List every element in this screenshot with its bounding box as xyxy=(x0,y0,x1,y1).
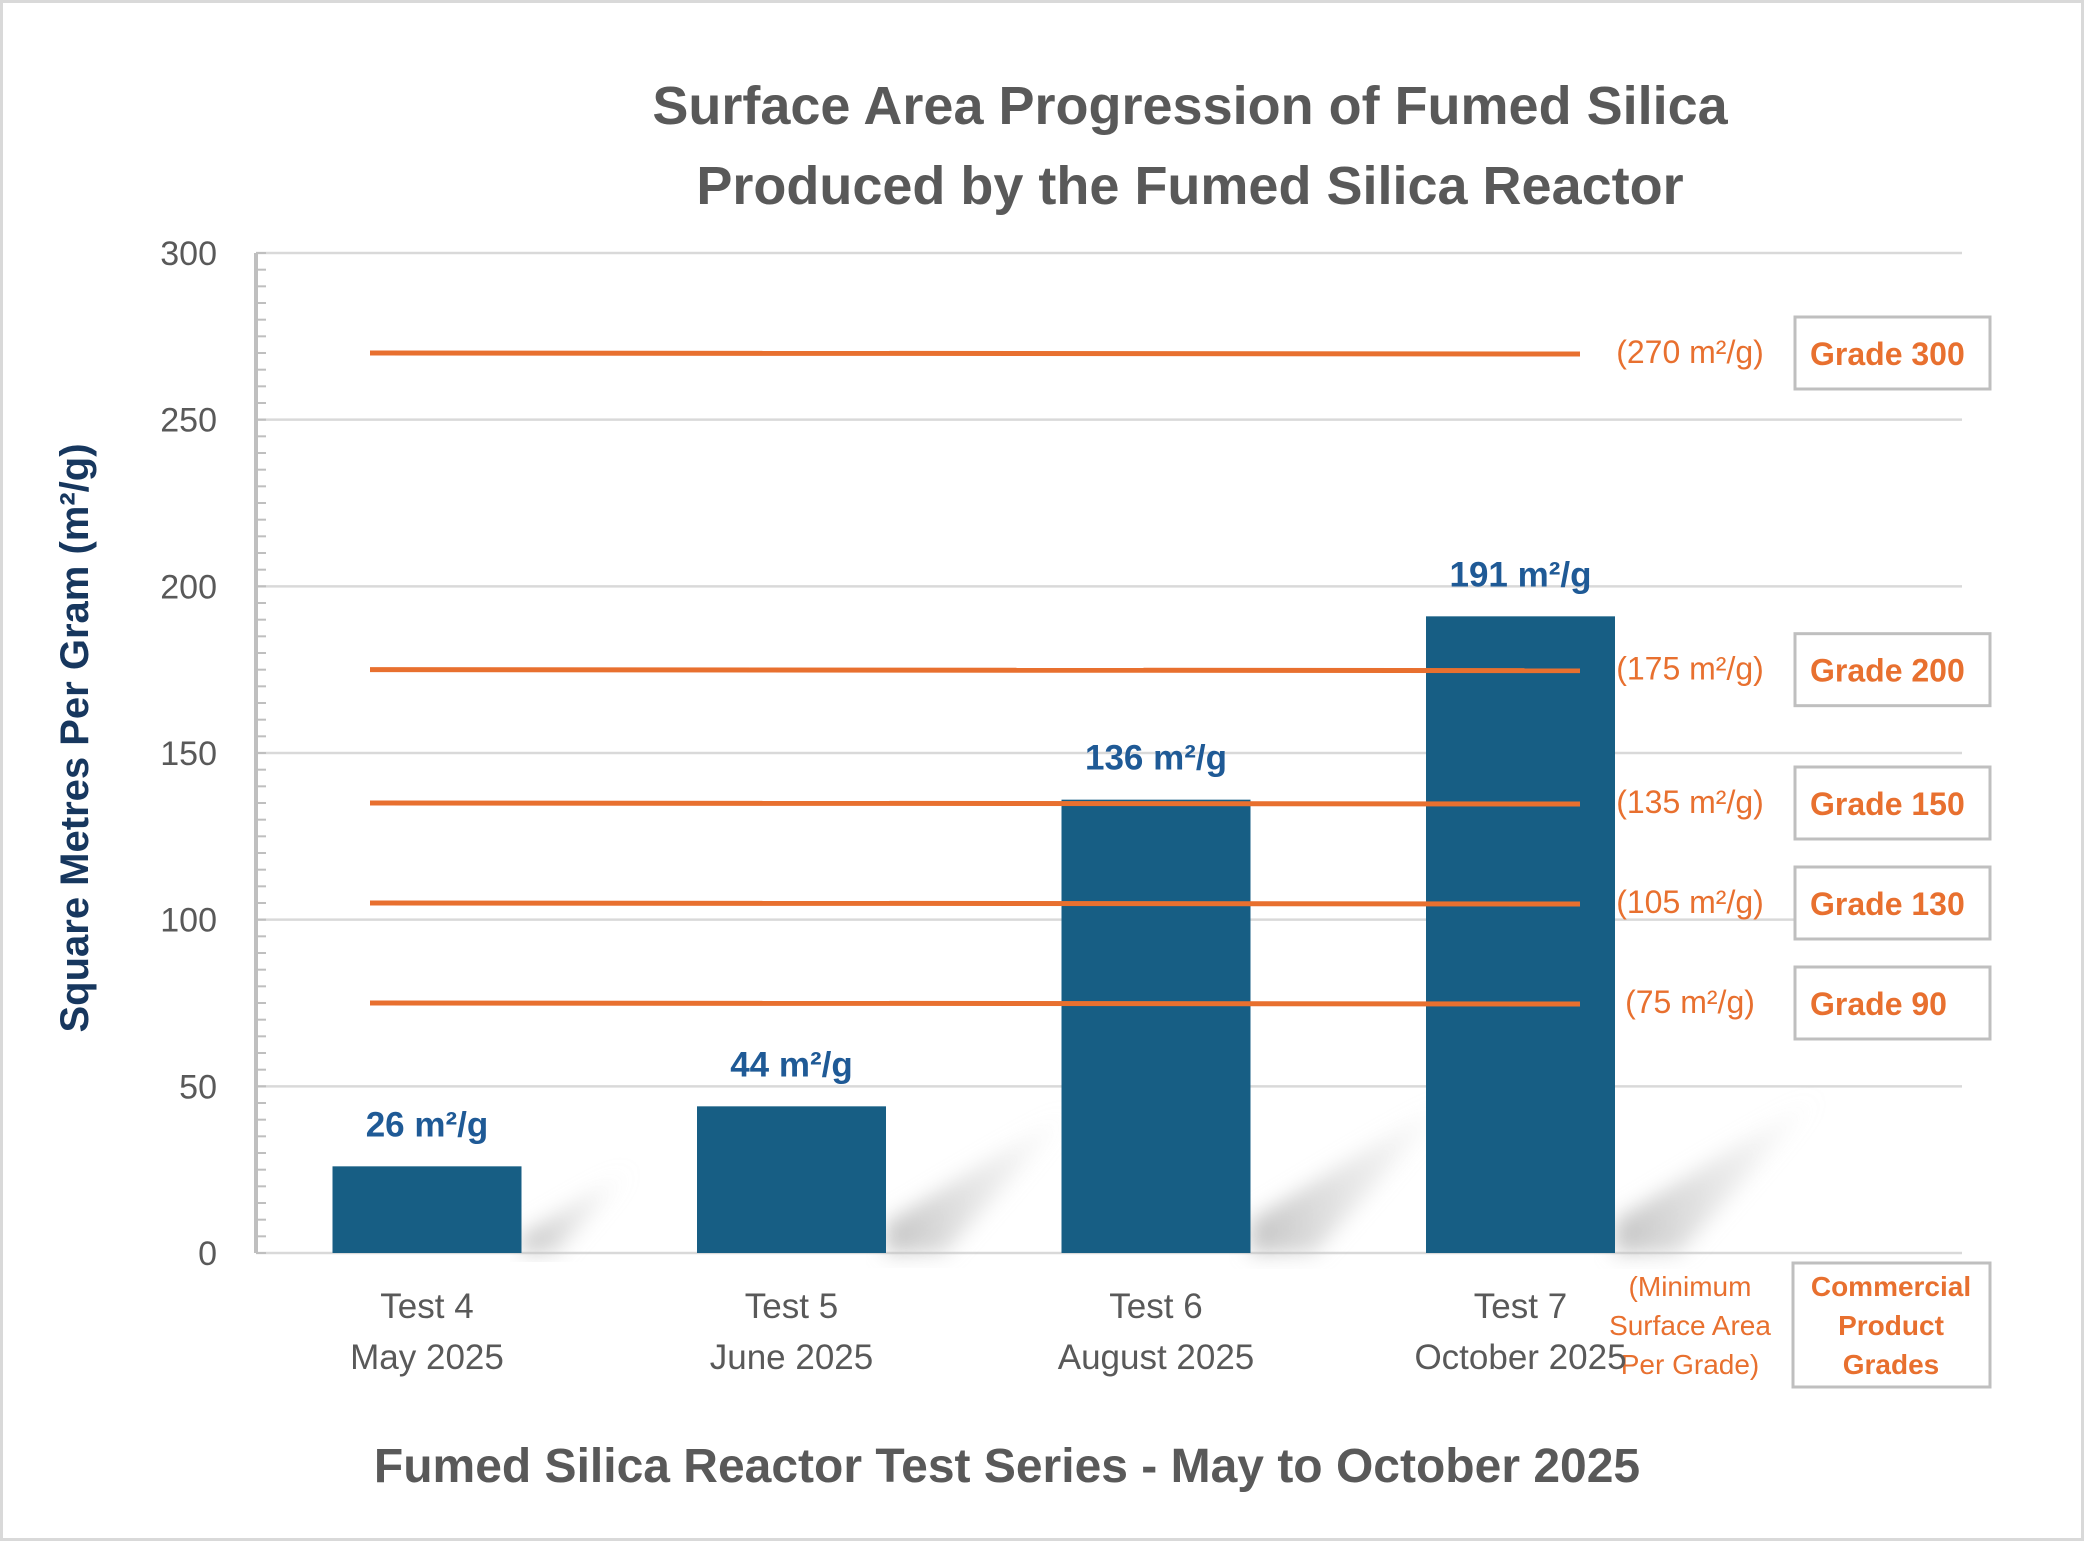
bar xyxy=(1061,799,1251,1253)
data-label: 26 m²/g xyxy=(366,1105,489,1144)
reference-line xyxy=(369,900,1581,907)
x-tick-label: August 2025 xyxy=(1058,1338,1255,1377)
x-tick-label: Test 6 xyxy=(1109,1287,1202,1326)
reference-label: (105 m²/g) xyxy=(1616,884,1764,920)
reference-line xyxy=(369,350,1581,357)
x-tick-label: Test 7 xyxy=(1474,1287,1567,1326)
bar xyxy=(332,1166,522,1253)
chart-title-line-1: Surface Area Progression of Fumed Silica xyxy=(652,76,1728,136)
reference-line xyxy=(369,1000,1581,1007)
data-label: 136 m²/g xyxy=(1085,739,1227,778)
reference-line xyxy=(369,800,1581,807)
bar xyxy=(697,1106,886,1253)
reference-label: (75 m²/g) xyxy=(1625,984,1755,1020)
y-tick-label: 150 xyxy=(160,735,217,773)
grade-caption: Grades xyxy=(1843,1349,1940,1380)
data-label: 44 m²/g xyxy=(730,1045,853,1084)
data-label: 191 m²/g xyxy=(1450,555,1592,594)
bar xyxy=(1426,616,1615,1253)
reference-lines: (270 m²/g) Grade 300 (175 m²/g) Grade 200 (1… xyxy=(369,315,1992,1389)
x-axis-title: Fumed Silica Reactor Test Series - May t… xyxy=(374,1440,1640,1493)
grade-label: Grade 200 xyxy=(1810,653,1965,689)
grade-box xyxy=(1793,765,1992,841)
grade-label: Grade 300 xyxy=(1810,336,1965,372)
bar-shadow xyxy=(1250,1093,1459,1253)
grade-caption-box xyxy=(1791,1261,1992,1389)
grade-label: Grade 130 xyxy=(1810,886,1965,922)
y-tick-label: 300 xyxy=(160,235,217,273)
grade-caption: Product xyxy=(1838,1310,1944,1341)
x-tick-label: October 2025 xyxy=(1414,1338,1626,1377)
grade-box xyxy=(1793,865,1992,941)
y-tick-label: 200 xyxy=(160,568,217,606)
grade-caption: Commercial xyxy=(1811,1271,1971,1302)
reference-label: (270 m²/g) xyxy=(1616,334,1764,370)
reference-caption: Per Grade) xyxy=(1621,1349,1760,1380)
bar-shadow xyxy=(886,1106,1077,1253)
y-tick-label: 250 xyxy=(160,402,217,440)
x-tick-label: Test 5 xyxy=(745,1287,838,1326)
bar-shadow xyxy=(521,1166,635,1253)
reference-caption: (Minimum xyxy=(1629,1271,1752,1302)
y-tick-label: 100 xyxy=(160,902,217,940)
chart-title-line-2: Produced by the Fumed Silica Reactor xyxy=(696,156,1683,216)
y-tick-label: 0 xyxy=(198,1235,217,1273)
y-tick-label: 50 xyxy=(179,1068,217,1106)
y-axis: 0 50 100 150 200 250 300 xyxy=(160,235,266,1273)
reference-label: (175 m²/g) xyxy=(1616,651,1764,687)
bars: 26 m²/g 44 m²/g 136 m²/g 191 m²/g xyxy=(332,555,1615,1253)
grade-box xyxy=(1793,632,1992,708)
x-tick-label: May 2025 xyxy=(350,1338,504,1377)
bar-shadow xyxy=(1615,1093,1823,1253)
reference-caption: Surface Area xyxy=(1609,1310,1771,1341)
x-tick-label: Test 4 xyxy=(380,1287,473,1326)
reference-label: (135 m²/g) xyxy=(1616,784,1764,820)
reference-line xyxy=(369,667,1581,674)
x-axis-labels: Test 4 May 2025 Test 5 June 2025 Test 6 Augus… xyxy=(350,1287,1626,1377)
y-axis-title: Square Metres Per Gram (m²/g) xyxy=(53,443,97,1032)
bar-shadows xyxy=(521,1093,1823,1253)
x-tick-label: June 2025 xyxy=(710,1338,873,1377)
grade-label: Grade 150 xyxy=(1810,786,1965,822)
grade-box xyxy=(1793,315,1992,391)
grade-box xyxy=(1793,965,1992,1041)
grade-label: Grade 90 xyxy=(1810,986,1947,1022)
